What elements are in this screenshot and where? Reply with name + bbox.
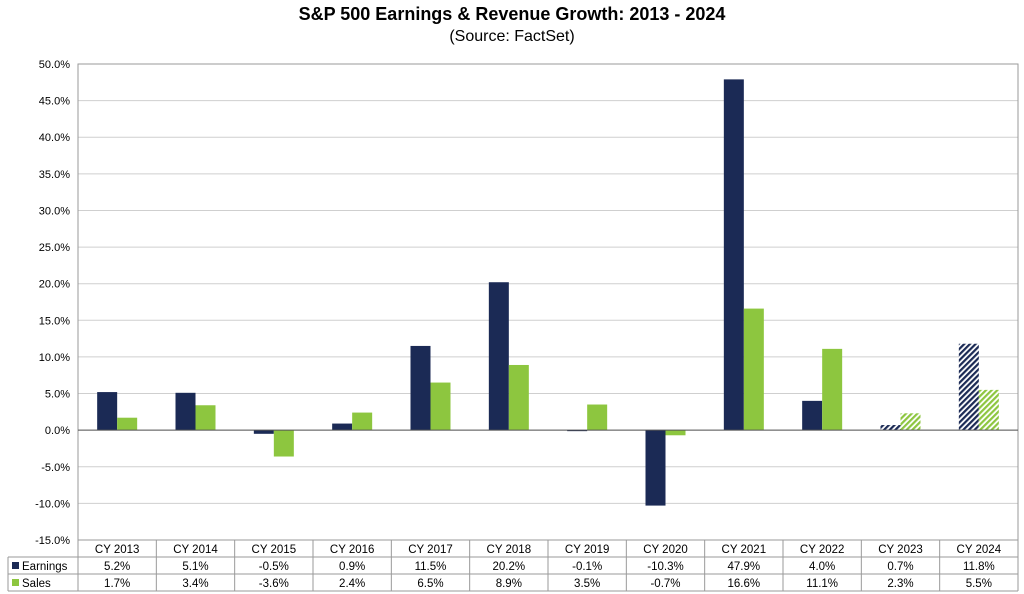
category-label: CY 2020	[643, 544, 688, 556]
sales-bar	[900, 413, 921, 431]
category-label: CY 2024	[957, 544, 1002, 556]
y-tick-label: 15.0%	[39, 315, 70, 327]
y-tick-label: 35.0%	[39, 169, 70, 181]
earnings-value-label: 0.7%	[887, 561, 913, 573]
legend-label: Sales	[22, 578, 51, 590]
legend-swatch	[12, 579, 19, 586]
sales-bar	[822, 348, 843, 431]
earnings-bar	[253, 430, 274, 434]
legend-swatch	[12, 562, 19, 569]
y-tick-label: -10.0%	[35, 498, 70, 510]
category-label: CY 2017	[408, 544, 453, 556]
earnings-value-label: 5.1%	[182, 561, 208, 573]
sales-bar	[665, 430, 686, 436]
earnings-value-label: -0.5%	[259, 561, 289, 573]
sales-value-label: 11.1%	[806, 578, 838, 590]
sales-bar	[508, 364, 529, 431]
sales-value-label: 5.5%	[966, 578, 992, 590]
earnings-bar	[958, 343, 979, 431]
y-tick-label: 0.0%	[45, 425, 70, 437]
plot-area-border	[77, 63, 1019, 541]
sales-value-label: 3.4%	[182, 578, 208, 590]
sales-value-label: 6.5%	[417, 578, 443, 590]
earnings-value-label: 20.2%	[493, 561, 526, 573]
earnings-bar	[880, 425, 901, 431]
sales-value-label: 1.7%	[104, 578, 130, 590]
y-tick-label: -15.0%	[35, 535, 70, 547]
y-tick-label: 40.0%	[39, 132, 70, 144]
legend-label: Earnings	[22, 561, 68, 573]
y-tick-label: 50.0%	[39, 59, 70, 71]
earnings-bar	[175, 392, 196, 431]
earnings-value-label: 47.9%	[728, 561, 761, 573]
axes: 50.0% 45.0% 40.0% 35.0% 30.0% 25.0% 20.0% 15.0%…	[35, 59, 1019, 547]
earnings-bar	[645, 430, 666, 506]
category-label: CY 2013	[95, 544, 140, 556]
sales-bar	[117, 417, 138, 431]
earnings-value-label: -10.3%	[647, 561, 683, 573]
earnings-value-label: 11.5%	[415, 561, 447, 573]
category-label: CY 2019	[565, 544, 610, 556]
y-tick-label: 20.0%	[39, 279, 70, 291]
y-tick-label: 10.0%	[39, 352, 70, 364]
earnings-value-label: 5.2%	[104, 561, 130, 573]
earnings-value-label: -0.1%	[572, 561, 602, 573]
sales-bar	[352, 412, 373, 431]
sales-bar	[430, 382, 451, 431]
sales-bar	[587, 404, 608, 431]
category-label: CY 2018	[487, 544, 532, 556]
sales-bar	[978, 389, 999, 431]
sales-bar	[273, 430, 294, 457]
gridlines	[78, 63, 1018, 541]
sales-bar	[743, 308, 764, 431]
sales-value-label: 2.3%	[887, 578, 913, 590]
y-tick-label: 30.0%	[39, 205, 70, 217]
earnings-bar	[488, 282, 509, 431]
sales-value-label: -0.7%	[650, 578, 680, 590]
y-tick-label: 5.0%	[45, 389, 70, 401]
sales-value-label: 2.4%	[339, 578, 365, 590]
earnings-bar	[410, 345, 431, 431]
y-tick-label: -5.0%	[41, 462, 70, 474]
sales-value-label: 8.9%	[496, 578, 522, 590]
chart-title: S&P 500 Earnings & Revenue Growth: 2013 …	[298, 4, 726, 24]
sales-value-label: 16.6%	[728, 578, 761, 590]
category-label: CY 2014	[173, 544, 218, 556]
earnings-value-label: 4.0%	[809, 561, 835, 573]
y-tick-label: 25.0%	[39, 242, 70, 254]
y-tick-label: 45.0%	[39, 96, 70, 108]
category-label: CY 2015	[252, 544, 297, 556]
earnings-bar	[97, 392, 118, 431]
data-table: CY 2013 5.2% 1.7% CY 2014 5.1% 3.4% CY 2015 -0.…	[7, 539, 1019, 592]
sales-bar	[195, 405, 216, 431]
earnings-bar	[723, 79, 744, 431]
category-label: CY 2021	[722, 544, 767, 556]
sales-value-label: -3.6%	[259, 578, 289, 590]
category-label: CY 2016	[330, 544, 375, 556]
earnings-bar	[332, 423, 353, 431]
category-label: CY 2022	[800, 544, 845, 556]
category-label: CY 2023	[878, 544, 923, 556]
sales-value-label: 3.5%	[574, 578, 600, 590]
earnings-value-label: 11.8%	[963, 561, 995, 573]
earnings-bar	[802, 400, 823, 431]
chart-subtitle: (Source: FactSet)	[449, 28, 575, 45]
earnings-value-label: 0.9%	[339, 561, 365, 573]
bars	[97, 79, 999, 506]
